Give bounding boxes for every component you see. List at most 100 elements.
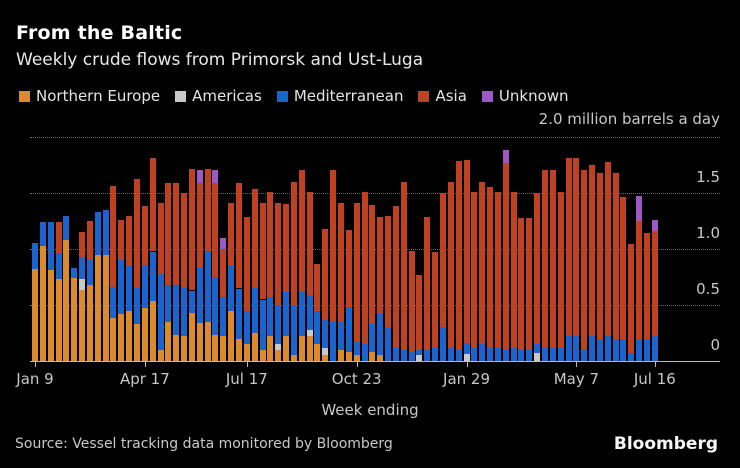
bar-segment [628, 353, 635, 361]
bar-segment [126, 266, 133, 311]
bar-segment [306, 296, 313, 330]
bar-segment [337, 203, 344, 322]
bar-segment [345, 230, 352, 307]
bar-segment [541, 348, 548, 361]
bar-segment [157, 203, 164, 274]
bar-segment [322, 355, 329, 361]
bar-segment [651, 220, 658, 231]
bar-segment [557, 348, 564, 361]
bar-segment [573, 158, 580, 336]
bar-segment [228, 311, 235, 361]
bar-segment [361, 192, 368, 344]
bar-segment [471, 348, 478, 361]
bar-segment [39, 246, 46, 361]
bar-segment [330, 170, 337, 322]
x-axis-tick [144, 362, 146, 367]
y-axis-tick-label: 1.5 [696, 168, 720, 186]
bar-segment [173, 183, 180, 285]
legend-swatch-unknown [481, 90, 493, 102]
bar-segment [290, 355, 297, 361]
bar-segment [251, 189, 258, 288]
bar-segment [220, 297, 227, 336]
bar-segment [643, 233, 650, 339]
bar-segment [55, 253, 62, 279]
bar-segment [118, 314, 125, 361]
bar-segment [181, 193, 188, 288]
bar-segment [541, 170, 548, 348]
bar-segment [196, 323, 203, 361]
bar-segment [235, 289, 242, 339]
x-axis-tick [35, 362, 36, 367]
bar-segment [596, 339, 603, 361]
bar-segment [126, 216, 133, 266]
bar-segment [557, 192, 564, 348]
bar-segment [439, 193, 446, 327]
bar-segment [463, 343, 470, 354]
bar-segment [141, 308, 148, 361]
bar-segment [79, 257, 86, 279]
bar-segment [636, 339, 643, 361]
bar-segment [479, 182, 486, 344]
bar-segment [220, 336, 227, 361]
bar-segment [306, 336, 313, 361]
bar-segment [353, 355, 360, 361]
bar-segment [408, 352, 415, 361]
legend-swatch-asia [418, 90, 430, 102]
legend: Northern Europe Americas Mediterranean A… [19, 87, 569, 105]
bar-segment [330, 322, 337, 361]
bar-segment [377, 312, 384, 355]
bar-segment [243, 217, 250, 311]
bar-segment [173, 285, 180, 335]
x-axis-line [30, 361, 720, 362]
bar-segment [149, 301, 156, 361]
bar-segment [353, 342, 360, 355]
bar-segment [196, 268, 203, 323]
bar-segment [565, 158, 572, 336]
bar-segment [298, 291, 305, 336]
page-title: From the Baltic [16, 22, 183, 44]
bar-segment [643, 339, 650, 361]
bar-segment [71, 268, 78, 278]
bar-segment [487, 348, 494, 361]
bar-segment [471, 192, 478, 348]
bar-segment [369, 352, 376, 361]
bar-segment [455, 350, 462, 361]
bar-segment [628, 244, 635, 353]
bar-segment [447, 182, 454, 348]
bar-segment [188, 169, 195, 290]
bar-segment [173, 335, 180, 361]
y-axis-tick-label: 1.0 [696, 224, 720, 242]
bar-segment [228, 203, 235, 266]
bar-segment [620, 339, 627, 361]
bar-segment [204, 251, 211, 322]
bar-segment [251, 333, 258, 361]
x-axis-tick-label: Jul 16 [633, 370, 676, 388]
bar-segment [534, 353, 541, 361]
bar-segment [110, 287, 117, 318]
bar-segment [573, 336, 580, 361]
bar-segment [181, 288, 188, 336]
x-axis-tick [356, 362, 358, 367]
x-axis-title: Week ending [321, 401, 419, 419]
bar-segment [157, 350, 164, 361]
bar-segment [392, 206, 399, 348]
bar-segment [345, 352, 352, 361]
bar-segment [126, 311, 133, 361]
x-axis-tick-label: Jul 17 [225, 370, 268, 388]
bar-segment [212, 277, 219, 335]
bar-segment [102, 210, 109, 255]
x-axis-tick-label: Apr 17 [119, 370, 170, 388]
legend-item-asia: Asia [418, 87, 467, 105]
bar-segment [275, 350, 282, 361]
bar-segment [32, 269, 38, 361]
bar-segment [439, 327, 446, 361]
bar-segment [502, 350, 509, 361]
bar-segment [416, 355, 423, 361]
bar-segment [589, 336, 596, 361]
x-axis-tick-label: Jan 9 [16, 370, 54, 388]
bar-segment [636, 221, 643, 339]
bar-segment [196, 170, 203, 183]
bar-segment [596, 173, 603, 339]
x-axis-tick-label: Oct 23 [331, 370, 382, 388]
bar-segment [102, 255, 109, 361]
